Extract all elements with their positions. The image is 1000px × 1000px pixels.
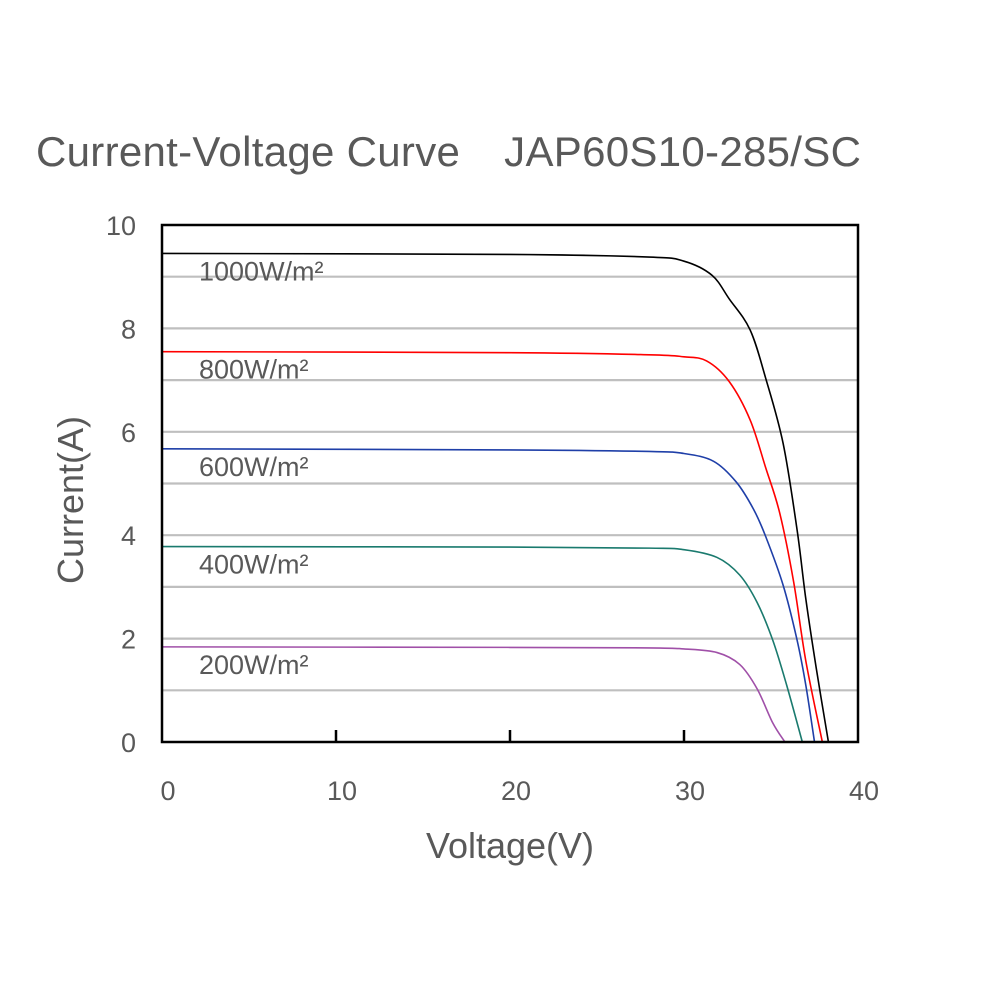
y-tick-label: 10: [106, 211, 136, 241]
x-tick-label: 40: [849, 776, 879, 806]
x-axis-ticks: 0 10 20 30 40: [160, 730, 879, 806]
y-tick-label: 6: [121, 418, 136, 448]
y-tick-label: 0: [121, 728, 136, 758]
curve-label: 600W/m²: [199, 452, 309, 482]
y-axis-ticks: 0 2 4 6 8 10: [106, 211, 136, 758]
y-tick-label: 2: [121, 625, 136, 655]
gridlines: [162, 275, 858, 692]
x-tick-label: 10: [327, 776, 357, 806]
curve-label: 1000W/m²: [199, 256, 324, 286]
chart-title-text: Current-Voltage Curve: [36, 128, 461, 175]
curve-600w: [161, 448, 816, 743]
x-tick-label: 0: [160, 776, 175, 806]
chart-title: Current-Voltage Curve JAP60S10-285/SC: [36, 128, 861, 176]
y-axis-label: Current(A): [50, 416, 91, 584]
curves: [161, 252, 830, 743]
curve-label: 400W/m²: [199, 550, 309, 580]
curve-200w: [161, 646, 786, 743]
x-tick-label: 20: [501, 776, 531, 806]
curve-labels: 1000W/m² 800W/m² 600W/m² 400W/m² 200W/m²: [199, 256, 324, 679]
chart-subtitle: JAP60S10-285/SC: [504, 128, 862, 175]
x-tick-label: 30: [675, 776, 705, 806]
curve-label: 800W/m²: [199, 355, 309, 385]
x-axis-label: Voltage(V): [426, 825, 594, 866]
y-tick-label: 8: [121, 314, 136, 344]
curve-label: 200W/m²: [199, 650, 309, 680]
y-tick-label: 4: [121, 521, 136, 551]
curve-1000w: [161, 252, 830, 743]
curve-400w: [161, 545, 804, 743]
curve-800w: [161, 350, 824, 743]
